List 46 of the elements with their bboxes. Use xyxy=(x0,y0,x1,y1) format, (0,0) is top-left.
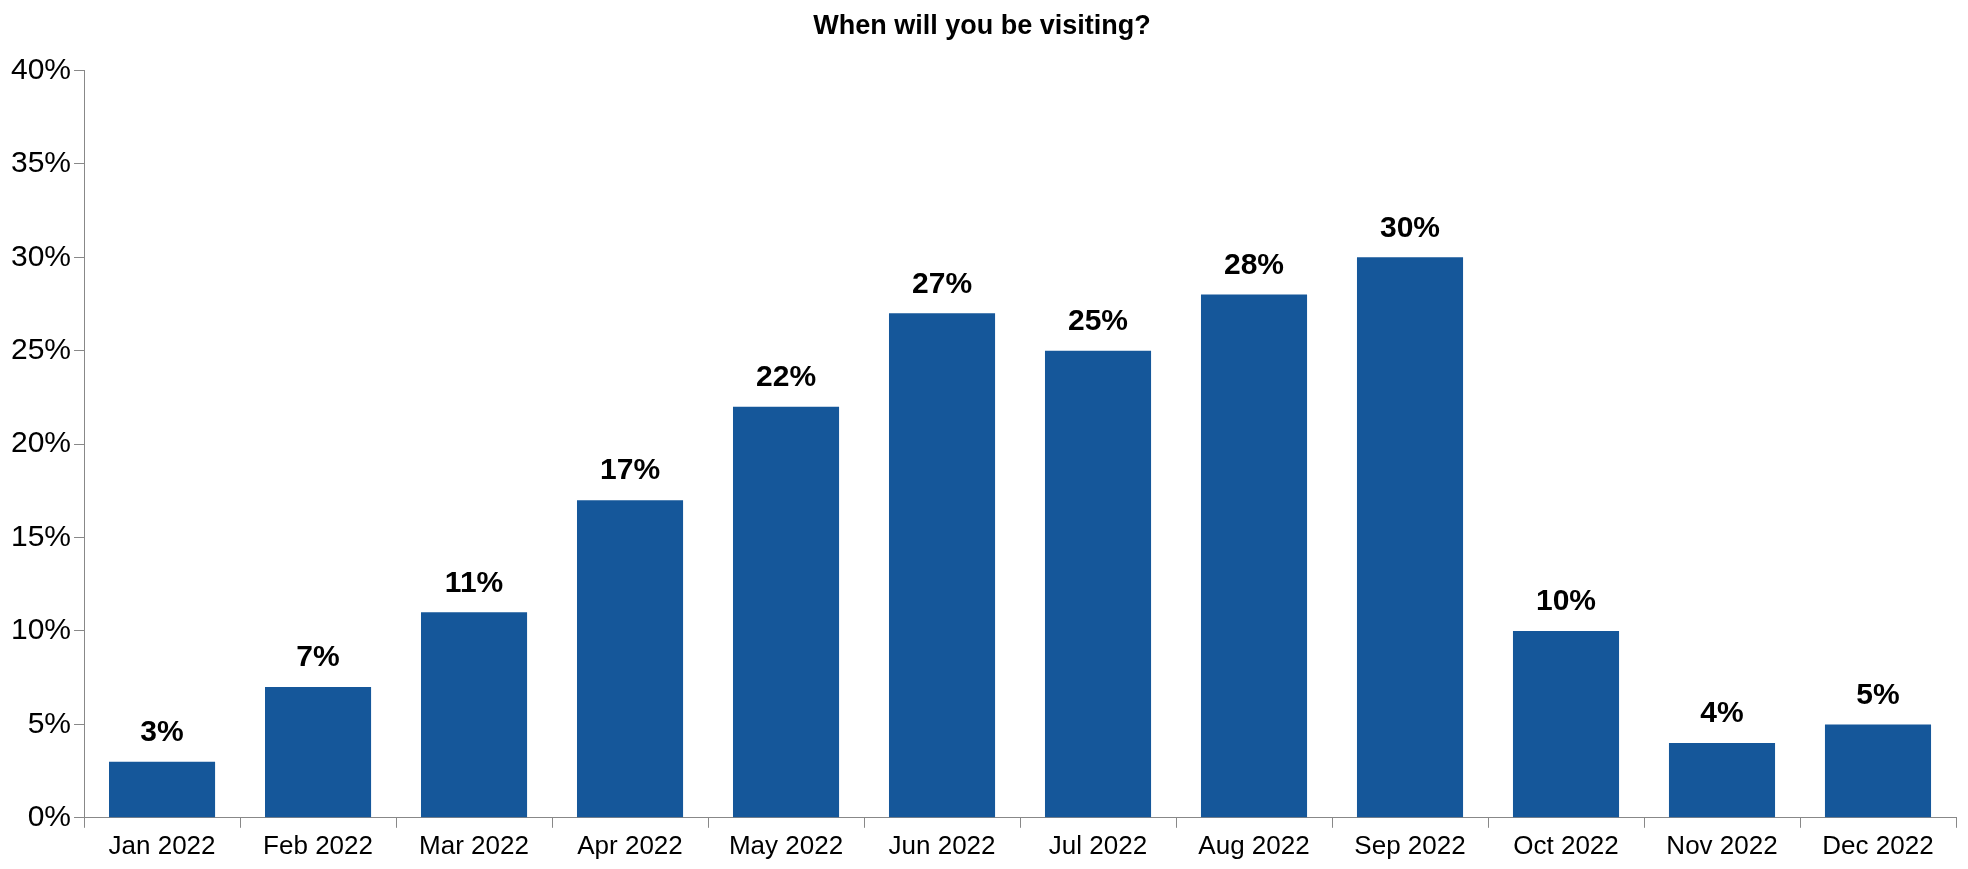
data-label: 10% xyxy=(1535,583,1597,617)
bar xyxy=(1044,350,1152,818)
x-tick-label: May 2022 xyxy=(728,829,844,860)
y-tick-label: 5% xyxy=(27,705,72,739)
bar xyxy=(109,761,216,818)
data-label: 5% xyxy=(1856,676,1900,710)
x-tick-label: Sep 2022 xyxy=(1354,829,1466,860)
x-tick-label: Jan 2022 xyxy=(108,829,216,860)
x-tick-label: Dec 2022 xyxy=(1822,829,1934,860)
y-tick-label: 20% xyxy=(11,425,72,459)
bar xyxy=(421,612,528,818)
bar xyxy=(1512,630,1620,818)
x-tick-label: Mar 2022 xyxy=(419,829,529,860)
bar xyxy=(1200,294,1308,818)
bar xyxy=(888,313,996,818)
data-label: 25% xyxy=(1068,302,1129,336)
data-label: 22% xyxy=(756,359,817,392)
y-tick-label: 40% xyxy=(11,51,72,85)
y-tick-label: 0% xyxy=(27,799,72,833)
data-label: 27% xyxy=(912,265,973,299)
data-label: 7% xyxy=(296,639,340,673)
x-tick-label: Aug 2022 xyxy=(1198,829,1310,860)
bar xyxy=(732,406,840,818)
bar xyxy=(1824,724,1932,818)
x-tick-label: Jul 2022 xyxy=(1048,829,1148,860)
y-tick-label: 15% xyxy=(11,518,72,552)
data-label: 4% xyxy=(1700,695,1744,729)
bar xyxy=(1668,743,1776,818)
data-label: 11% xyxy=(444,564,504,598)
chart-title: When will you be visiting? xyxy=(813,9,1151,40)
y-tick-label: 25% xyxy=(11,331,72,365)
y-tick-label: 30% xyxy=(11,238,72,272)
x-tick-label: Apr 2022 xyxy=(577,829,683,860)
data-label: 3% xyxy=(140,714,184,748)
x-tick-label: Nov 2022 xyxy=(1666,829,1778,860)
bar xyxy=(265,687,372,818)
data-label: 30% xyxy=(1379,209,1441,243)
y-tick-label: 35% xyxy=(11,145,72,179)
x-tick-label: Oct 2022 xyxy=(1513,829,1619,860)
bar xyxy=(576,500,684,818)
data-label: 17% xyxy=(600,452,661,486)
y-tick-label: 10% xyxy=(11,612,72,646)
bar xyxy=(1356,257,1464,818)
data-label: 28% xyxy=(1223,246,1285,280)
x-tick-label: Jun 2022 xyxy=(888,829,996,860)
x-tick-label: Feb 2022 xyxy=(263,829,373,860)
